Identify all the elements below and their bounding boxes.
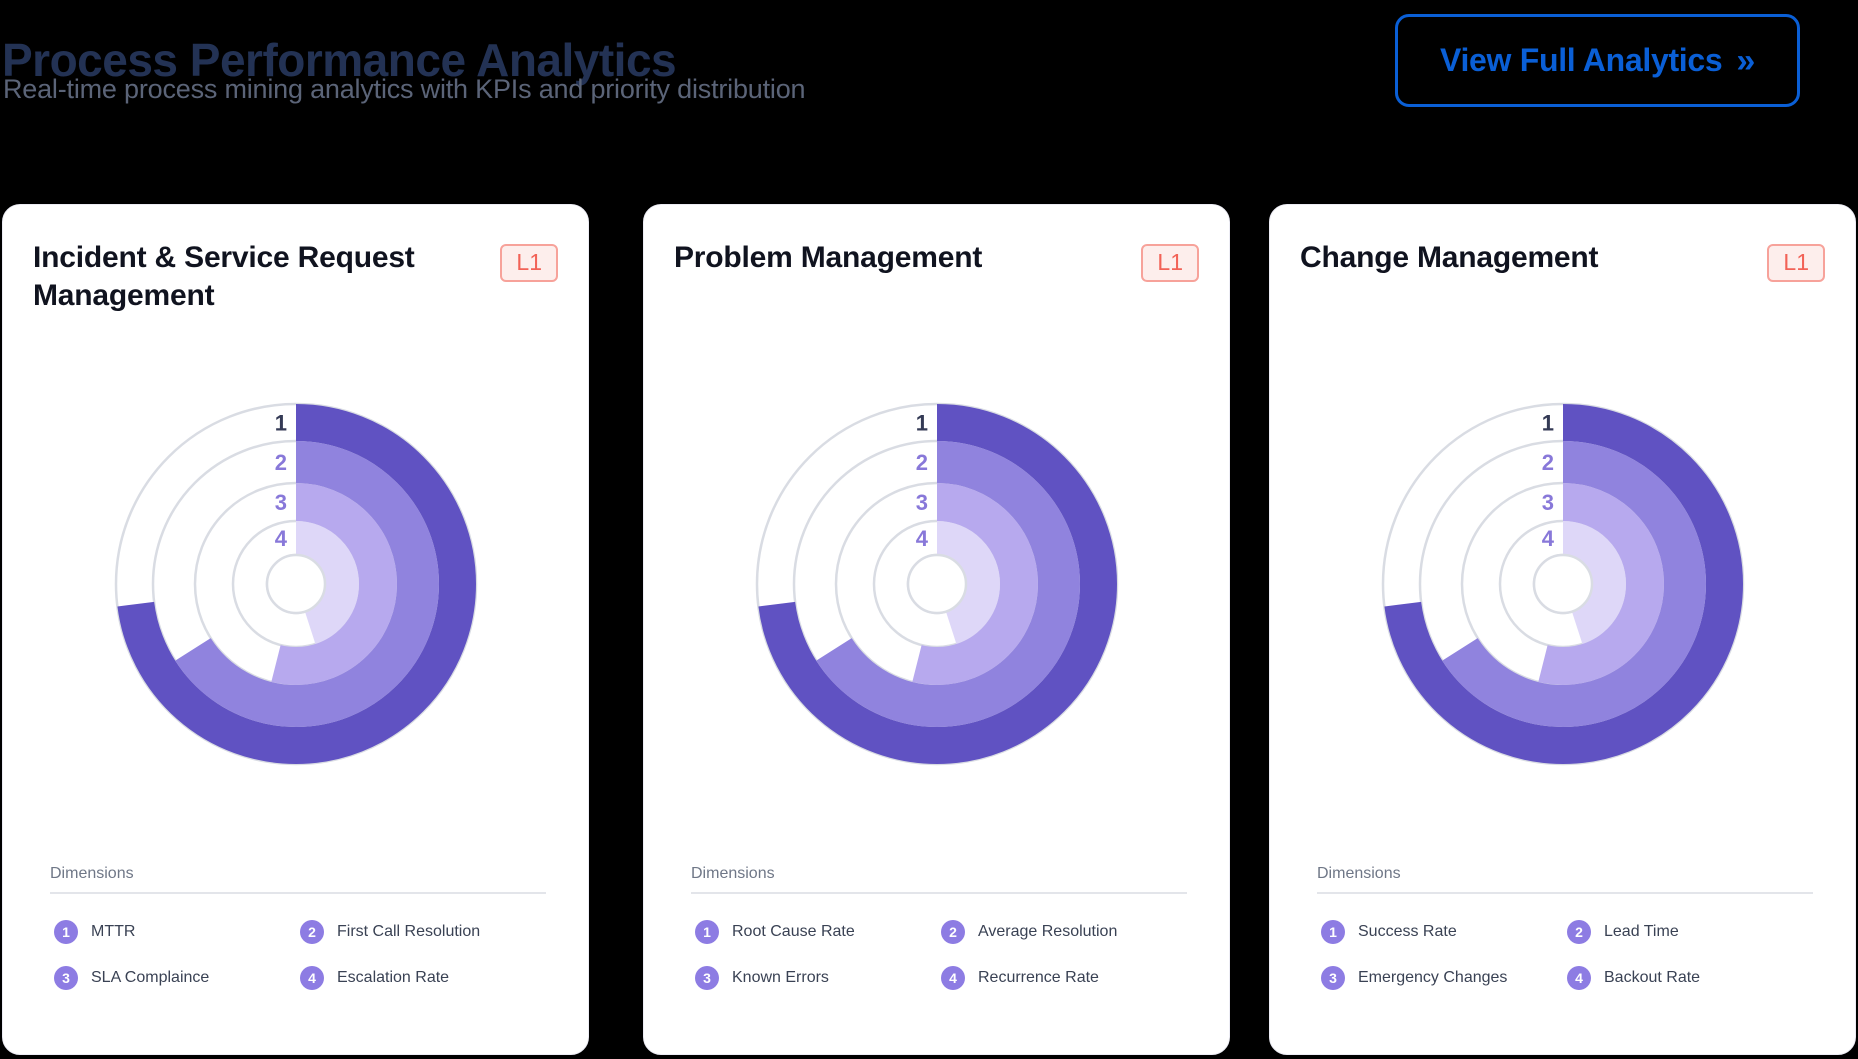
legend-item-number: 2 [300, 920, 324, 944]
legend-item-number: 1 [695, 920, 719, 944]
priority-ring-chart: 1 2 3 4 [1381, 402, 1744, 766]
svg-text:2: 2 [1541, 450, 1553, 475]
chart-area: 1 2 3 4 [644, 402, 1229, 766]
svg-text:3: 3 [915, 490, 927, 515]
legend-title: Dimensions [691, 865, 775, 882]
legend-divider [50, 892, 546, 894]
svg-text:1: 1 [1541, 411, 1553, 436]
chevrons-right-icon: » [1736, 41, 1755, 80]
legend-grid: 1 Root Cause Rate 2 Average Resolution 3… [691, 920, 1187, 990]
legend-item-number: 2 [941, 920, 965, 944]
svg-text:4: 4 [274, 526, 287, 551]
legend-item-number: 4 [1567, 966, 1591, 990]
svg-text:4: 4 [915, 526, 928, 551]
legend-grid: 1 Success Rate 2 Lead Time 3 Emergency C… [1317, 920, 1813, 990]
svg-text:2: 2 [274, 450, 286, 475]
legend-item: 1 MTTR [54, 920, 300, 944]
legend-item-number: 1 [1321, 920, 1345, 944]
svg-text:3: 3 [1541, 490, 1553, 515]
dimensions-legend: Dimensions 1 Success Rate 2 Lead Time 3 … [1317, 865, 1813, 990]
svg-text:1: 1 [915, 411, 927, 436]
legend-item: 3 Known Errors [695, 966, 941, 990]
legend-item: 1 Root Cause Rate [695, 920, 941, 944]
legend-item-label: Lead Time [1604, 923, 1679, 940]
legend-title: Dimensions [1317, 865, 1401, 882]
legend-item-number: 3 [695, 966, 719, 990]
legend-item-label: Success Rate [1358, 923, 1457, 940]
view-full-analytics-label: View Full Analytics [1439, 42, 1723, 78]
legend-item-label: Backout Rate [1604, 969, 1701, 986]
svg-text:2: 2 [915, 450, 927, 475]
level-badge: L1 [500, 244, 558, 282]
legend-divider [691, 892, 1187, 894]
chart-area: 1 2 3 4 [1270, 402, 1855, 766]
card-title: Problem Management [674, 241, 983, 274]
svg-text:3: 3 [274, 490, 286, 515]
card-incident-service-request-management: Incident & Service Request Management L1… [2, 204, 589, 1055]
card-title: Incident & Service Request Management [33, 241, 415, 312]
legend-item-number: 4 [300, 966, 324, 990]
legend-item-number: 4 [941, 966, 965, 990]
card-header: Incident & Service Request Management L1 [3, 205, 588, 315]
card-problem-management: Problem Management L1 1 2 3 4 Dimensions 1 … [643, 204, 1230, 1055]
priority-ring-chart: 1 2 3 4 [114, 402, 477, 766]
legend-item-label: MTTR [91, 923, 136, 940]
level-badge: L1 [1767, 244, 1825, 282]
card-header: Problem Management L1 [644, 205, 1229, 282]
legend-item-label: Root Cause Rate [732, 923, 855, 940]
page-subtitle: Real-time process mining analytics with … [3, 74, 806, 104]
svg-text:4: 4 [1541, 526, 1554, 551]
card-change-management: Change Management L1 1 2 3 4 Dimensions 1 S… [1269, 204, 1856, 1055]
priority-ring-chart: 1 2 3 4 [755, 402, 1118, 766]
level-badge: L1 [1141, 244, 1199, 282]
legend-item-number: 1 [54, 920, 78, 944]
legend-item-label: Known Errors [732, 969, 829, 986]
legend-item-number: 3 [1321, 966, 1345, 990]
legend-title: Dimensions [50, 865, 134, 882]
legend-item-label: First Call Resolution [337, 923, 481, 940]
legend-item: 2 Lead Time [1567, 920, 1813, 944]
card-title: Change Management [1300, 241, 1599, 274]
legend-item-label: Recurrence Rate [978, 969, 1099, 986]
legend-grid: 1 MTTR 2 First Call Resolution 3 SLA Com… [50, 920, 546, 990]
legend-item-label: SLA Complaince [91, 969, 210, 986]
svg-text:1: 1 [274, 411, 286, 436]
dimensions-legend: Dimensions 1 Root Cause Rate 2 Average R… [691, 865, 1187, 990]
legend-item-label: Escalation Rate [337, 969, 450, 986]
legend-item: 2 Average Resolution [941, 920, 1187, 944]
legend-item-number: 2 [1567, 920, 1591, 944]
legend-item: 4 Escalation Rate [300, 966, 546, 990]
legend-item: 4 Backout Rate [1567, 966, 1813, 990]
legend-divider [1317, 892, 1813, 894]
legend-item-number: 3 [54, 966, 78, 990]
legend-item: 3 SLA Complaince [54, 966, 300, 990]
page-title: Process Performance Analytics [2, 33, 677, 86]
legend-item: 1 Success Rate [1321, 920, 1567, 944]
legend-item: 3 Emergency Changes [1321, 966, 1567, 990]
view-full-analytics-button[interactable]: View Full Analytics » [1395, 14, 1800, 107]
dimensions-legend: Dimensions 1 MTTR 2 First Call Resolutio… [50, 865, 546, 990]
legend-item: 4 Recurrence Rate [941, 966, 1187, 990]
legend-item-label: Average Resolution [978, 923, 1118, 940]
card-header: Change Management L1 [1270, 205, 1855, 282]
legend-item-label: Emergency Changes [1358, 969, 1508, 986]
legend-item: 2 First Call Resolution [300, 920, 546, 944]
chart-area: 1 2 3 4 [3, 402, 588, 766]
